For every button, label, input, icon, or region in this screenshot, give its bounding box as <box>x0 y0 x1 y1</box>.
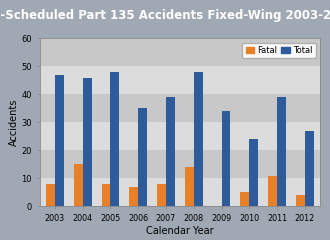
Bar <box>111 72 119 206</box>
Bar <box>40 38 320 66</box>
Bar <box>40 122 320 150</box>
Text: Non-Scheduled Part 135 Accidents Fixed-Wing 2003-2012: Non-Scheduled Part 135 Accidents Fixed-W… <box>0 9 330 22</box>
Bar <box>194 72 203 206</box>
Bar <box>129 187 138 206</box>
Bar <box>74 164 82 206</box>
Bar <box>221 111 230 206</box>
Bar <box>166 97 175 206</box>
Bar <box>277 97 286 206</box>
Bar <box>268 176 277 206</box>
Bar <box>40 94 320 122</box>
Bar <box>46 184 55 206</box>
Bar <box>40 178 320 206</box>
Bar <box>240 192 249 206</box>
Bar <box>157 184 166 206</box>
Bar <box>185 167 194 206</box>
Bar <box>40 66 320 94</box>
Bar <box>102 184 111 206</box>
Bar <box>138 108 147 206</box>
Legend: Fatal, Total: Fatal, Total <box>242 42 316 58</box>
Bar <box>40 150 320 178</box>
Bar <box>249 139 258 206</box>
Y-axis label: Accidents: Accidents <box>9 99 18 146</box>
Bar <box>82 78 91 206</box>
Bar <box>305 131 314 206</box>
Bar <box>296 195 305 206</box>
X-axis label: Calendar Year: Calendar Year <box>146 226 214 236</box>
Bar <box>55 75 64 206</box>
